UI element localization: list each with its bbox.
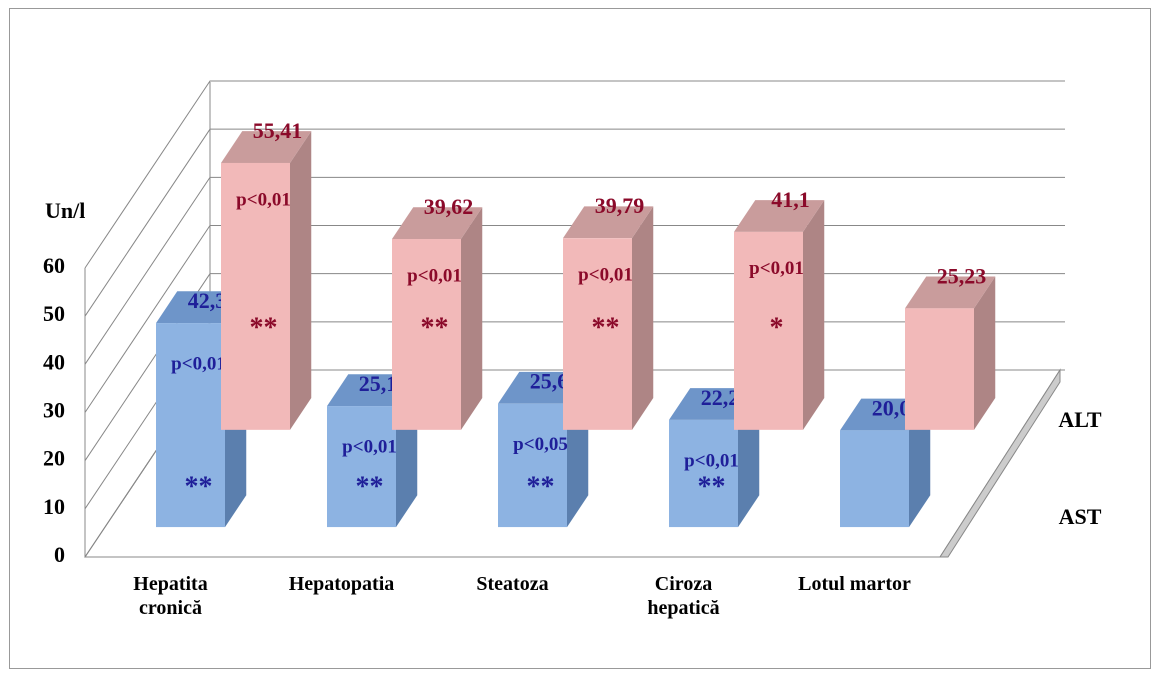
grid-line [84,128,1065,317]
p-label: p<0,01 [684,450,739,471]
bar-top [221,131,312,163]
bar [840,430,909,528]
bar [734,231,803,430]
value-label: 39,62 [424,194,474,219]
significance-stars: * [770,312,784,343]
bar-top [392,207,483,240]
significance-stars: ** [356,472,384,503]
bar-side [803,200,825,430]
bar-side [974,276,996,430]
y-axis-label: Un/l [45,198,85,223]
bar [327,406,396,528]
bar-top [734,200,825,232]
x-tick-label: Ciroza hepatică [647,573,720,619]
floor-edge [939,368,1061,558]
p-label: p<0,01 [171,353,226,374]
p-label: p<0,01 [749,258,804,279]
bar [498,403,567,528]
x-tick-label: Steatoza [476,573,549,595]
p-label: p<0,01 [407,265,462,286]
bar [392,239,461,430]
bar-side [290,131,312,430]
y-tick-label: 50 [43,301,65,326]
bar [156,323,225,528]
y-tick-label: 30 [43,398,65,423]
significance-stars: ** [592,312,620,343]
bar [905,308,974,430]
y-tick-label: 20 [43,446,65,471]
y-tick-label: 40 [43,349,65,374]
p-label: p<0,05 [513,434,568,455]
x-tick-label: Hepatita cronică [133,573,208,619]
value-label: 39,79 [595,193,645,218]
value-label: 41,1 [771,187,810,212]
bar-side [461,207,483,430]
significance-stars: ** [421,312,449,343]
p-label: p<0,01 [342,436,397,457]
y-tick-label: 60 [43,253,65,278]
bar [221,162,290,430]
significance-stars: ** [698,472,726,503]
x-tick-label: Hepatopatia [288,573,395,595]
bar-side [632,206,654,430]
y-tick-label: 0 [54,542,65,567]
grid-line [84,176,1065,365]
p-label: p<0,01 [236,189,291,210]
series-label: AST [1059,504,1102,529]
y-tick-label: 10 [43,494,65,519]
significance-stars: ** [185,472,213,503]
bar-side [909,398,931,528]
series-label: ALT [1058,407,1102,432]
x-tick-label: Lotul martor [798,573,911,595]
bar-top [905,276,996,309]
bar [563,238,632,430]
bar-top [563,206,654,239]
significance-stars: ** [250,312,278,343]
value-label: 55,41 [253,118,303,143]
p-label: p<0,01 [578,265,633,286]
value-label: 25,23 [937,263,987,288]
bar [669,419,738,528]
grid-line [84,80,1065,269]
significance-stars: ** [527,472,555,503]
